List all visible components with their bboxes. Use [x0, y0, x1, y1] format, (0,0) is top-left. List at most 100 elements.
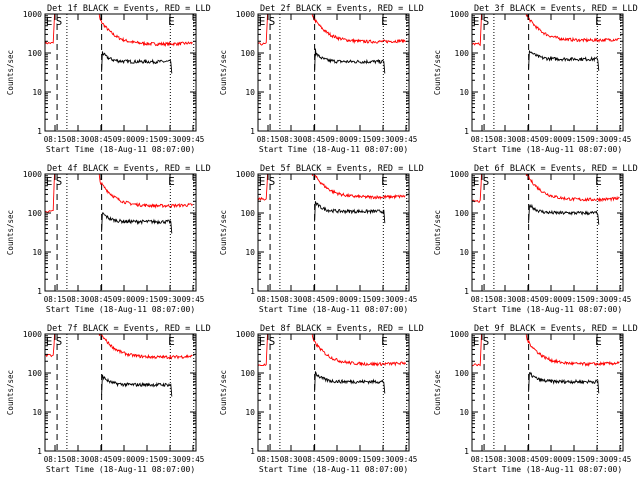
series-line-red: [258, 334, 406, 367]
event-marker-label: E: [473, 175, 480, 188]
x-tick-label: 09:30: [372, 135, 395, 144]
x-tick-label: 08:45: [90, 295, 113, 304]
series-line-red: [472, 14, 620, 47]
y-tick-label: 10: [32, 88, 42, 97]
plot-data: [472, 174, 622, 291]
x-tick-label: 09:00: [113, 135, 136, 144]
series-line-black: [101, 212, 173, 234]
series-line-black: [101, 374, 173, 397]
event-marker-label: E: [595, 15, 602, 28]
chart-title: Det 7f BLACK = Events, RED = LLD: [47, 324, 211, 334]
event-marker-label: E: [46, 175, 53, 188]
x-axis-label: Start Time (18-Aug-11 08:07:00): [259, 305, 408, 314]
plot-frame: [471, 13, 624, 132]
y-axis-label: Counts/sec: [219, 210, 228, 255]
plot-data: [258, 334, 408, 451]
y-axis-label: Counts/sec: [433, 50, 442, 95]
y-tick-label: 10: [32, 408, 42, 417]
event-marker-label: E: [595, 335, 602, 348]
x-tick-label: 09:45: [395, 455, 418, 464]
x-tick-label: 09:45: [182, 295, 205, 304]
x-tick-label: 09:30: [159, 455, 182, 464]
plot-data: [258, 14, 408, 131]
x-tick-label: 08:30: [280, 135, 303, 144]
x-tick-label: 09:00: [540, 295, 563, 304]
plot-frame: [44, 13, 197, 132]
series-line-black: [528, 371, 600, 394]
plot-frame: [257, 333, 410, 452]
series-line-red: [45, 174, 193, 213]
y-axis-label: Counts/sec: [433, 210, 442, 255]
chart-title: Det 4f BLACK = Events, RED = LLD: [47, 164, 211, 174]
x-tick-label: 08:15: [257, 455, 280, 464]
event-marker-label: S: [483, 15, 490, 28]
x-tick-label: 08:45: [90, 455, 113, 464]
x-tick-label: 09:15: [563, 455, 586, 464]
y-tick-label: 100: [28, 209, 43, 218]
x-tick-label: 09:30: [372, 455, 395, 464]
y-tick-label: 100: [28, 49, 43, 58]
x-tick-label: 09:00: [113, 295, 136, 304]
x-tick-label: 09:30: [372, 295, 395, 304]
y-tick-label: 1: [250, 127, 255, 136]
series-line-black: [314, 371, 386, 394]
y-axis-label: Counts/sec: [219, 370, 228, 415]
event-marker-label: E: [381, 175, 388, 188]
plot-data: [472, 14, 622, 131]
x-tick-label: 09:30: [159, 135, 182, 144]
y-tick-label: 1: [464, 287, 469, 296]
x-tick-label: 08:30: [494, 455, 517, 464]
x-tick-label: 09:45: [609, 295, 632, 304]
event-marker-label: E: [46, 335, 53, 348]
x-tick-label: 08:15: [471, 135, 494, 144]
y-axis-label: Counts/sec: [6, 210, 15, 255]
y-tick-label: 10: [32, 248, 42, 257]
plot-data: [45, 14, 195, 131]
x-tick-label: 08:45: [517, 295, 540, 304]
x-tick-label: 09:30: [159, 295, 182, 304]
x-tick-label: 09:00: [326, 295, 349, 304]
x-tick-label: 09:45: [182, 455, 205, 464]
y-tick-label: 100: [455, 49, 470, 58]
y-tick-label: 10: [245, 408, 255, 417]
y-tick-label: 1000: [450, 170, 469, 179]
event-marker-label: E: [259, 15, 266, 28]
y-tick-label: 1000: [23, 170, 42, 179]
x-tick-label: 08:45: [303, 135, 326, 144]
plot-frame: [471, 333, 624, 452]
y-tick-label: 100: [455, 369, 470, 378]
y-tick-label: 1000: [450, 330, 469, 339]
series-line-red: [472, 174, 620, 203]
x-tick-label: 08:45: [303, 455, 326, 464]
y-tick-label: 1000: [236, 170, 255, 179]
event-marker-label: S: [56, 335, 63, 348]
event-marker-label: S: [269, 175, 276, 188]
x-tick-label: 08:30: [494, 295, 517, 304]
chart-title: Det 5f BLACK = Events, RED = LLD: [260, 164, 424, 174]
chart-title: Det 6f BLACK = Events, RED = LLD: [474, 164, 638, 174]
x-axis-label: Start Time (18-Aug-11 08:07:00): [259, 465, 408, 474]
x-tick-label: 08:15: [257, 295, 280, 304]
x-tick-label: 08:30: [67, 295, 90, 304]
plot-frame: [44, 173, 197, 292]
x-tick-label: 09:45: [395, 135, 418, 144]
series-line-red: [258, 174, 406, 201]
event-marker-label: S: [269, 335, 276, 348]
plot-data: [45, 334, 195, 451]
event-marker-label: E: [46, 15, 53, 28]
event-marker-label: E: [381, 335, 388, 348]
y-tick-label: 1: [37, 287, 42, 296]
series-line-black: [528, 50, 600, 71]
x-tick-label: 09:30: [586, 295, 609, 304]
x-axis-label: Start Time (18-Aug-11 08:07:00): [259, 145, 408, 154]
y-tick-label: 1000: [236, 10, 255, 19]
x-tick-label: 09:00: [540, 135, 563, 144]
y-axis-label: Counts/sec: [219, 50, 228, 95]
x-tick-label: 09:15: [563, 135, 586, 144]
series-line-black: [314, 48, 386, 74]
